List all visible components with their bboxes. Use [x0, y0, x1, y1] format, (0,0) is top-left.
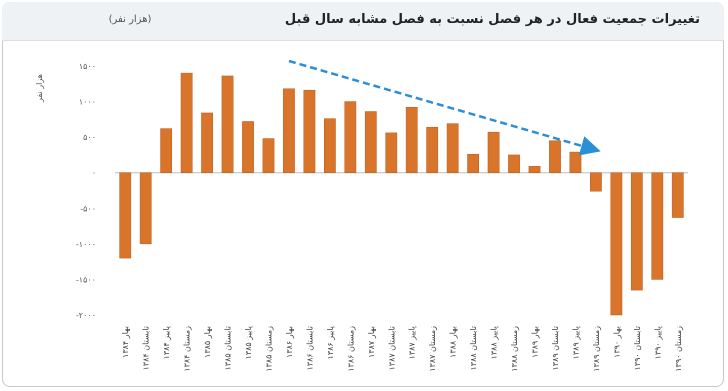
x-tick-label: پاییز ۱۳۸۷: [408, 326, 417, 359]
bar: [221, 75, 234, 173]
x-tick-label: پاییز ۱۳۸۹: [571, 326, 580, 359]
bar: [446, 123, 459, 173]
bar: [508, 154, 520, 173]
x-tick-label: تابستان ۱۳۸۷: [387, 326, 396, 370]
bar: [283, 88, 295, 173]
bar: [590, 172, 602, 192]
x-tick-label: زمستان ۱۳۹۰: [674, 326, 683, 372]
bar: [385, 132, 398, 173]
x-tick-label: زمستان ۱۳۸۴: [183, 326, 192, 372]
bar: [364, 111, 377, 173]
chart-title: تغییرات جمعیت فعال در هر فصل نسبت به فصل…: [284, 12, 700, 27]
bar: [549, 140, 561, 173]
bar: [201, 112, 213, 173]
title-band: [2, 2, 724, 41]
x-tick-label: بهار ۱۳۸۶: [285, 326, 294, 358]
x-tick-label: زمستان ۱۳۸۸: [510, 326, 519, 372]
bar: [139, 172, 152, 245]
y-tick-label: ۰: [92, 169, 96, 178]
bar: [467, 153, 480, 173]
bar: [262, 138, 275, 173]
x-tick-label: پاییز ۱۳۸۴: [162, 326, 171, 359]
y-tick-label: ۱۰۰۰: [79, 98, 96, 107]
x-tick-label: تابستان ۱۳۸۴: [142, 326, 151, 370]
trend-arrow: [288, 59, 601, 156]
unit-label: (هزار نفر): [108, 14, 152, 25]
x-tick-label: بهار ۱۳۸۵: [203, 326, 212, 358]
x-tick-label: تابستان ۱۳۸۵: [224, 326, 233, 370]
y-tick-label: ۱۵۰۰: [79, 62, 96, 71]
x-tick-label: تابستان ۱۳۸۸: [469, 326, 478, 370]
bar: [160, 128, 173, 173]
bar: [528, 166, 541, 173]
bar: [323, 118, 336, 173]
y-tick-label: -۵۰۰: [80, 204, 96, 213]
x-tick-label: بهار ۱۳۸۸: [449, 326, 458, 358]
y-axis-label: هزار نفر: [35, 74, 44, 103]
x-tick-label: پاییز ۱۳۸۶: [326, 326, 335, 359]
y-tick-label: ۵۰۰: [83, 133, 96, 142]
bar: [610, 172, 623, 316]
x-tick-label: زمستان ۱۳۸۹: [592, 326, 601, 372]
bar: [242, 121, 254, 173]
bar: [487, 131, 500, 173]
bar: [344, 101, 357, 173]
x-tick-label: زمستان ۱۳۸۵: [264, 326, 273, 372]
x-tick-label: بهار ۱۳۹۰: [612, 326, 621, 358]
x-tick-label: تابستان ۱۳۹۰: [633, 326, 642, 370]
bar: [303, 89, 316, 173]
x-tick-label: تابستان ۱۳۸۶: [305, 326, 314, 370]
y-tick-label: -۱۵۰۰: [76, 275, 96, 284]
bar: [569, 151, 582, 173]
bar: [671, 172, 684, 218]
bar: [651, 172, 664, 280]
x-tick-label: زمستان ۱۳۸۷: [428, 326, 437, 372]
x-tick-label: زمستان ۱۳۸۶: [346, 326, 355, 372]
bar: [630, 172, 643, 291]
x-tick-label: پاییز ۱۳۸۵: [244, 326, 253, 359]
x-tick-label: بهار ۱۳۸۴: [121, 326, 130, 358]
bar: [405, 107, 418, 173]
x-tick-label: بهار ۱۳۸۹: [531, 326, 540, 358]
x-tick-label: بهار ۱۳۸۷: [367, 326, 376, 358]
x-tick-label: پاییز ۱۳۸۸: [490, 326, 499, 359]
y-tick-label: -۲۰۰۰: [76, 311, 96, 320]
x-tick-label: پاییز ۱۳۹۰: [653, 326, 662, 359]
bar: [180, 72, 193, 173]
y-tick-label: -۱۰۰۰: [76, 240, 96, 249]
x-tick-label: تابستان ۱۳۸۹: [551, 326, 560, 370]
bar: [119, 172, 132, 259]
bar: [426, 126, 439, 173]
